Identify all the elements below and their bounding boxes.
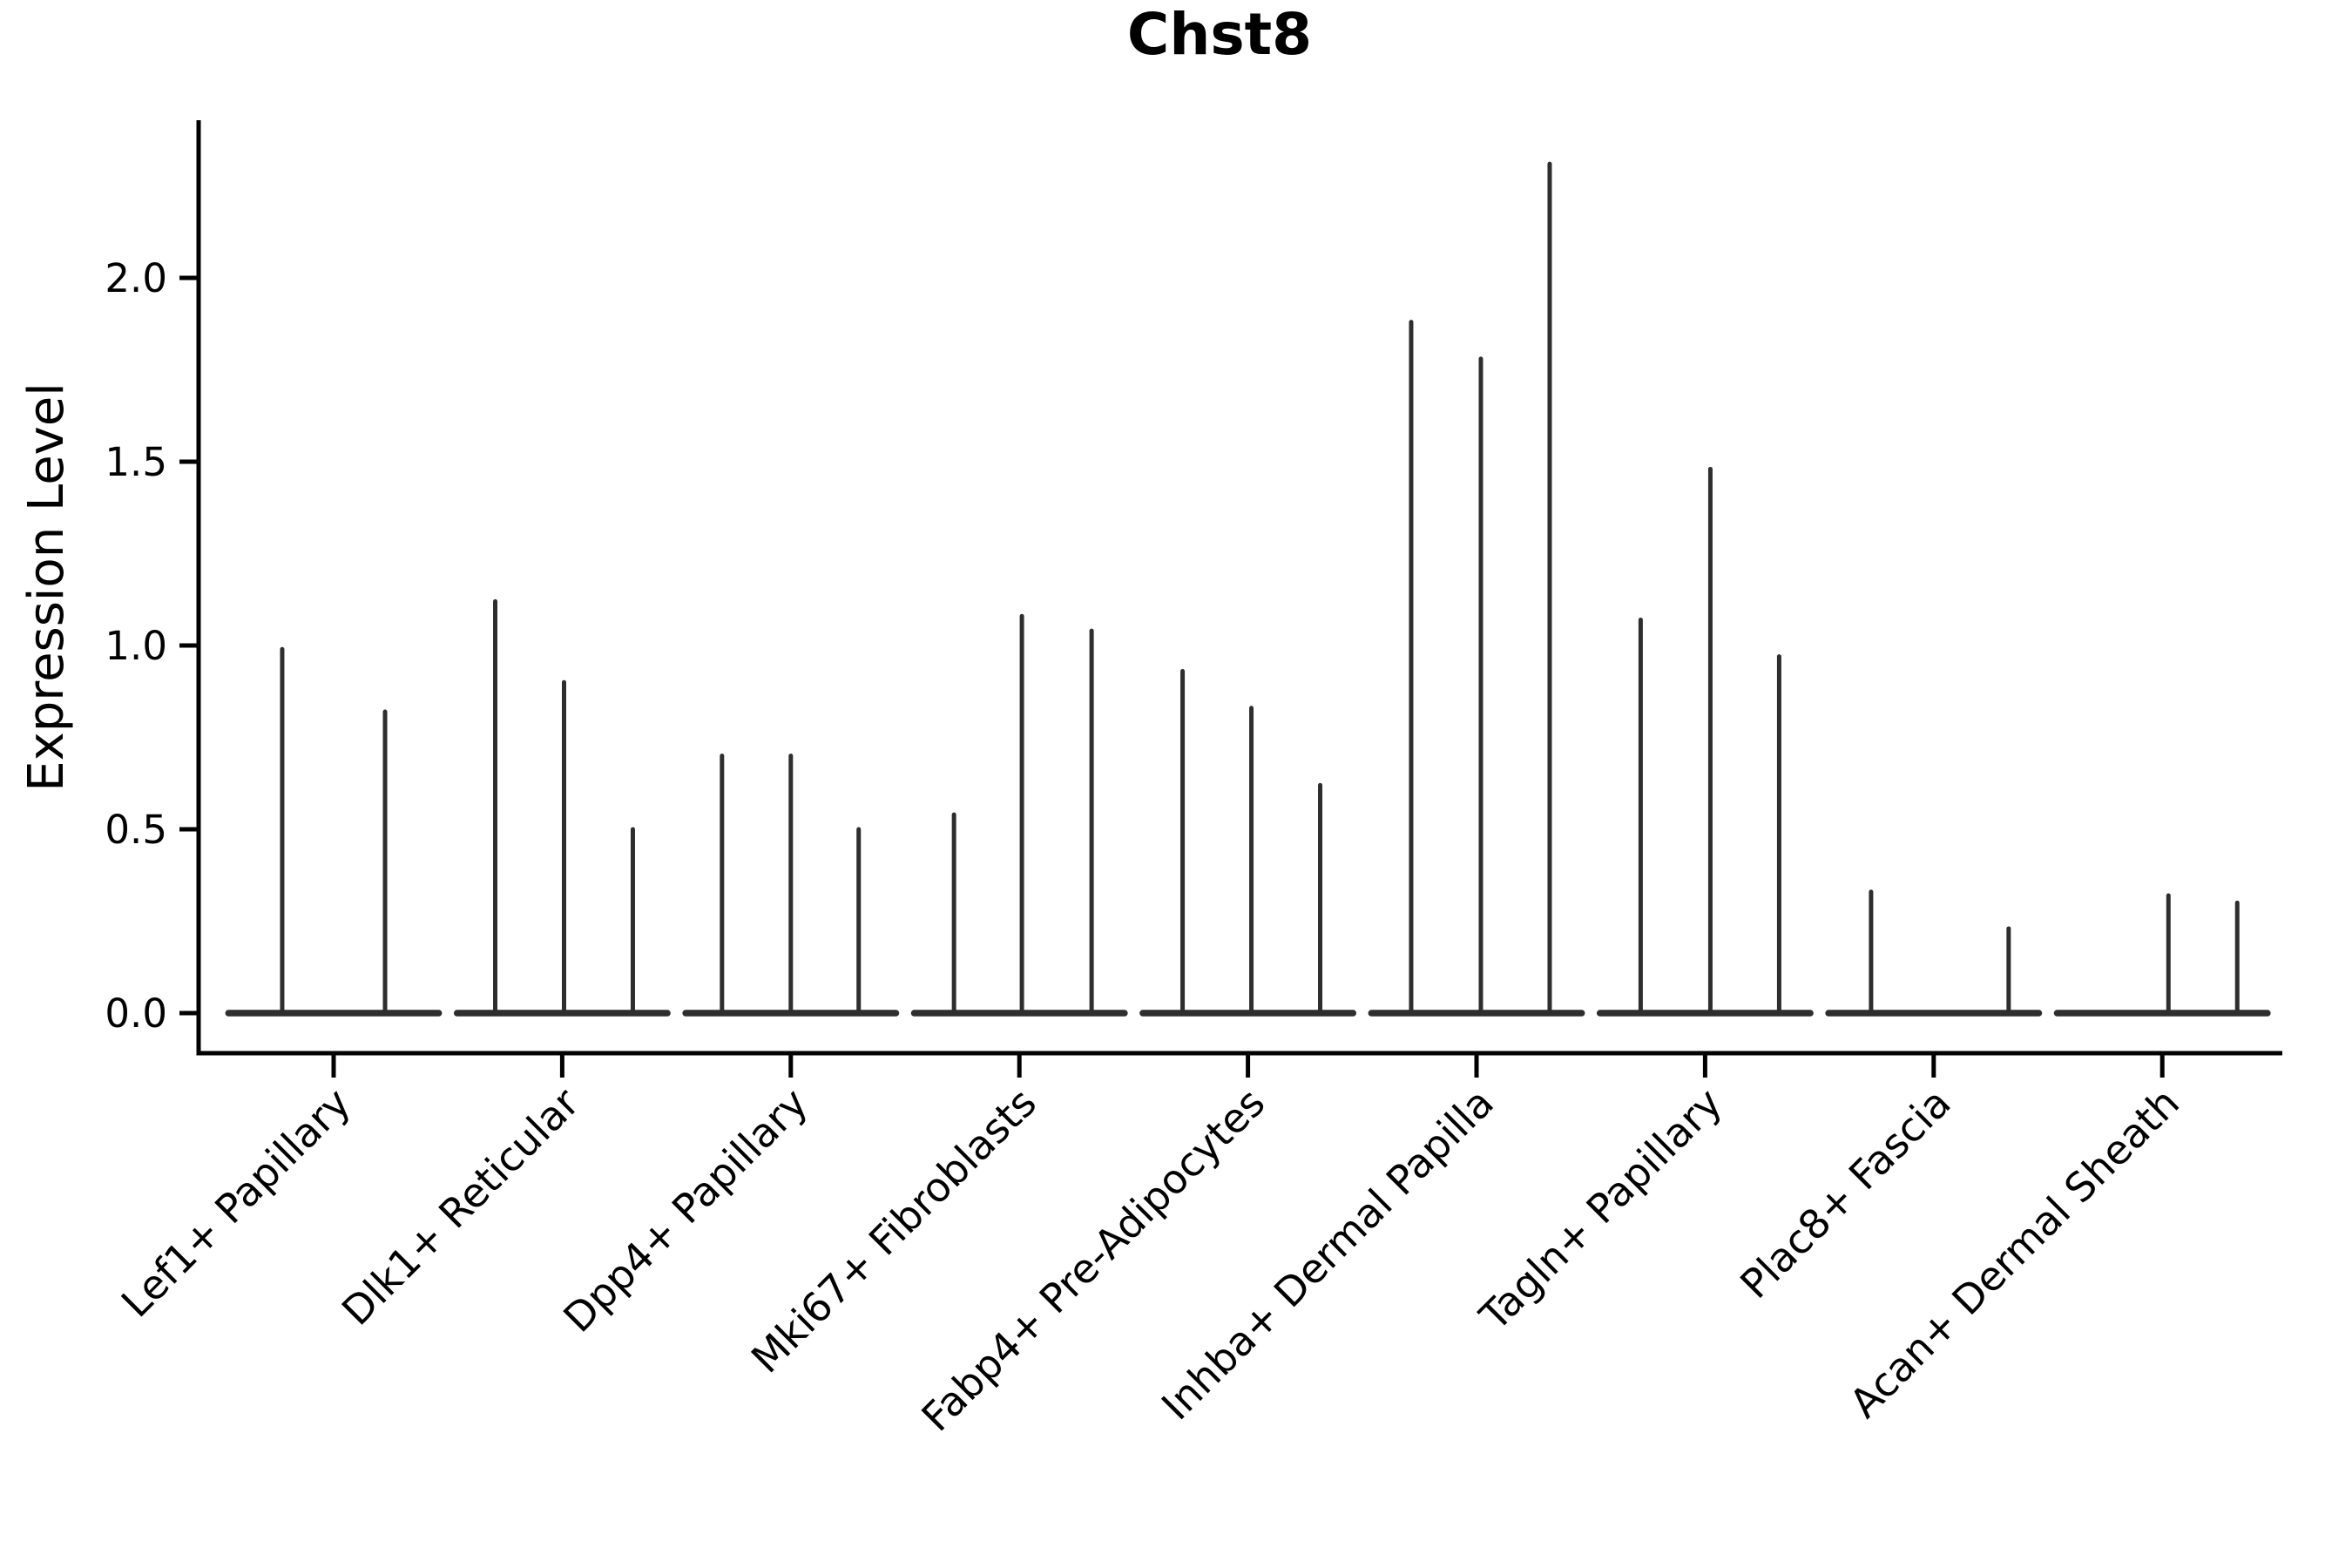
- x-tick-label: Lef1+ Papillary: [112, 1079, 360, 1327]
- chart-title: Chst8: [1127, 1, 1312, 68]
- y-axis-label: Expression Level: [18, 382, 75, 792]
- x-tick-label: Dlk1+ Reticular: [333, 1079, 588, 1335]
- y-tick-label: 2.0: [105, 255, 167, 301]
- y-tick-label: 1.5: [105, 439, 167, 485]
- y-tick-label: 0.0: [105, 990, 167, 1037]
- x-tick-label: Dpp4+ Papillary: [554, 1079, 816, 1342]
- x-tick-label: Tagln+ Papillary: [1470, 1079, 1732, 1341]
- y-tick-label: 0.5: [105, 807, 167, 853]
- x-tick-label: Plac8+ Fascia: [1731, 1079, 1959, 1308]
- y-tick-label: 1.0: [105, 623, 167, 669]
